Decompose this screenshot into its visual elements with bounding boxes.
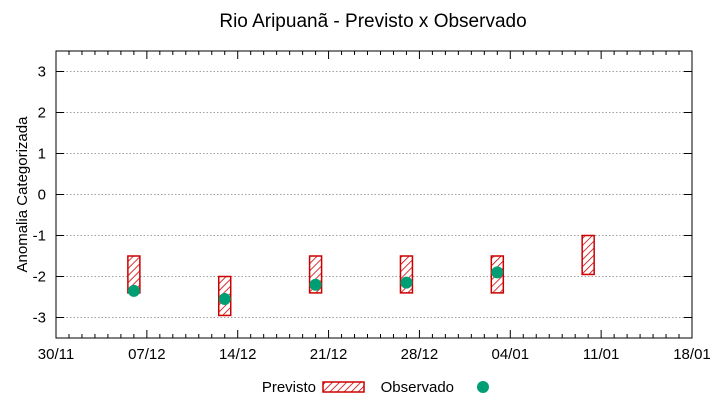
y-tick-label: 1 [38,146,46,163]
legend-label-previsto: Previsto [262,379,316,396]
legend-swatch-observado [477,381,489,393]
observed-point [491,266,504,279]
observed-point [309,278,322,291]
legend-swatch-previsto [322,381,365,393]
x-tick-label: 14/12 [219,346,257,363]
forecast-range-bar [581,234,595,276]
legend: Previsto Observado [262,379,489,396]
y-tick-label: -1 [33,228,46,245]
chart-title: Rio Aripuanã - Previsto x Observado [219,11,526,32]
y-axis-label: Anomalia Categorizada [14,116,31,273]
y-tick-label: 2 [38,105,46,122]
observed-point [127,284,140,297]
plot-area: 3 2 1 0 -1 -2 -3 30/11 07/12 14/12 21/12 28/12 04/01… [14,50,711,363]
y-tick-label: 3 [38,64,46,81]
legend-label-observado: Observado [381,379,454,396]
x-tick-label: 04/01 [492,346,530,363]
x-tick-label: 07/12 [128,346,166,363]
x-tick-label: 18/01 [673,346,711,363]
x-tick-label: 11/01 [583,346,619,363]
observed-point [218,293,231,306]
y-tick-label: -2 [33,269,46,286]
y-tick-label: -3 [33,310,46,327]
observed-point [400,276,413,289]
plot-frame [55,50,693,339]
x-tick-label: 30/11 [38,346,74,363]
y-tick-label: 0 [38,187,46,204]
x-tick-label: 21/12 [310,346,348,363]
x-tick-label: 28/12 [401,346,439,363]
